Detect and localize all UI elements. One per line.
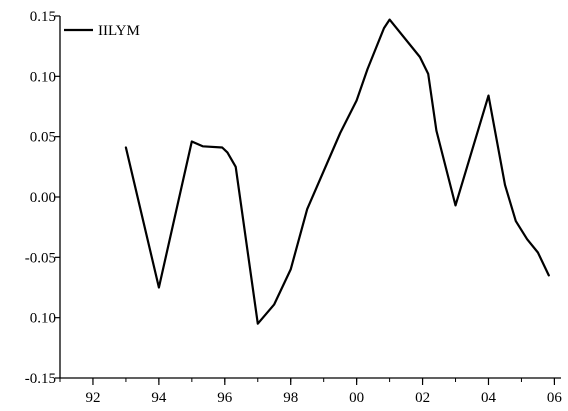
y-tick-label: 0.05: [30, 130, 56, 146]
y-axis-ticks: 0.15 0.10 0.05 0.00 -0.05 0.10 -0.15: [25, 9, 60, 387]
x-tick-label: 06: [547, 390, 563, 406]
x-tick-label: 00: [349, 390, 364, 406]
legend: IILYM: [64, 23, 140, 39]
y-tick-label: -0.15: [25, 371, 56, 387]
x-tick-label: 98: [283, 390, 298, 406]
x-tick-label: 92: [85, 390, 100, 406]
x-tick-label: 04: [481, 390, 497, 406]
x-tick-label: 94: [151, 390, 167, 406]
x-axis-ticks: 92 94 96 98 00 02 04 06: [59, 378, 563, 406]
y-tick-label: -0.05: [25, 250, 56, 266]
y-tick-label: 0.15: [30, 9, 56, 25]
y-tick-label: 0.00: [30, 190, 56, 206]
series-layer: [124, 18, 550, 325]
y-tick-label: 0.10: [30, 311, 56, 327]
axes: [59, 16, 561, 379]
legend-label: IILYM: [98, 23, 140, 39]
x-tick-label: 96: [217, 390, 233, 406]
x-tick-label: 02: [415, 390, 430, 406]
y-tick-label: 0.10: [30, 69, 56, 85]
series-line-iilym: [124, 18, 550, 325]
